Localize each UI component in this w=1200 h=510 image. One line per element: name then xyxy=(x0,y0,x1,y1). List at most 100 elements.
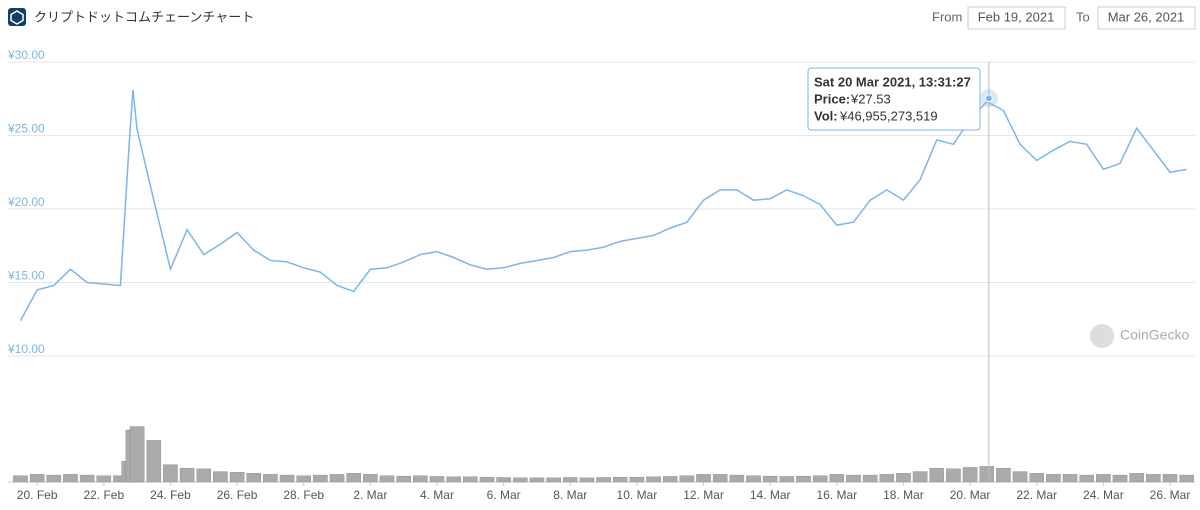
tooltip-vol-label: Vol: xyxy=(814,108,838,123)
to-value[interactable]: Mar 26, 2021 xyxy=(1108,9,1185,24)
volume-bar xyxy=(296,475,311,483)
x-tick-label: 6. Mar xyxy=(487,488,521,502)
volume-bar xyxy=(46,474,62,483)
x-tick-label: 20. Feb xyxy=(17,488,58,502)
volume-bar xyxy=(379,475,395,483)
volume-bar xyxy=(679,475,695,483)
volume-bar xyxy=(929,467,945,483)
volume-bar xyxy=(879,474,895,483)
volume-bar xyxy=(479,476,495,483)
volume-bar xyxy=(446,476,461,483)
x-tick-label: 18. Mar xyxy=(883,488,924,502)
tooltip-price-label: Price: xyxy=(814,91,850,106)
volume-bar xyxy=(746,475,761,483)
volume-bar xyxy=(96,475,112,483)
price-line xyxy=(19,89,1187,322)
hover-point xyxy=(984,94,993,103)
x-tick-label: 16. Mar xyxy=(816,488,857,502)
volume-bar xyxy=(396,475,411,483)
volume-bar xyxy=(1096,474,1111,483)
volume-bar xyxy=(696,474,711,483)
volume-bar xyxy=(946,468,961,483)
volume-bar xyxy=(596,477,611,483)
y-tick-label: ¥15.00 xyxy=(7,269,45,283)
volume-bar xyxy=(762,475,778,483)
tooltip-vol: ¥46,955,273,519 xyxy=(839,108,938,123)
volume-bar xyxy=(129,426,145,483)
x-tick-label: 24. Mar xyxy=(1083,488,1124,502)
volume-bar xyxy=(513,477,528,483)
volume-bar xyxy=(1062,474,1078,483)
title: クリプトドットコムチェーンチャート xyxy=(34,9,254,24)
tooltip: Sat 20 Mar 2021, 13:31:27 Price: ¥27.53 Vol… xyxy=(807,67,981,131)
volume-bar xyxy=(779,476,795,483)
volume-bar xyxy=(912,471,928,483)
volume-bar xyxy=(229,472,245,483)
x-tick-label: 26. Mar xyxy=(1150,488,1191,502)
plot: ¥30.00 ¥25.00 ¥20.00 ¥15.00 ¥10.00 20. Feb 22.… xyxy=(7,48,1195,502)
volume-bar xyxy=(862,474,878,483)
volume-bar xyxy=(629,476,645,483)
volume-bar xyxy=(796,475,811,483)
volume-bar xyxy=(13,475,28,483)
volume-bar xyxy=(213,471,228,483)
volume-bar xyxy=(196,468,212,483)
volume-bar xyxy=(846,474,861,483)
x-tick-label: 4. Mar xyxy=(420,488,454,502)
x-tick-label: 24. Feb xyxy=(150,488,191,502)
watermark: CoinGecko xyxy=(1090,324,1189,348)
volume-bar xyxy=(1179,474,1194,483)
volume-bar xyxy=(246,473,262,483)
tooltip-date: Sat 20 Mar 2021, 13:31:27 xyxy=(814,74,971,89)
volume-bar xyxy=(896,473,911,483)
volume-bar xyxy=(1112,474,1128,483)
volume-bar xyxy=(363,474,378,483)
to-label: To xyxy=(1076,9,1090,24)
y-tick-label: ¥25.00 xyxy=(7,122,45,136)
volume-bar xyxy=(413,475,428,483)
volume-bar xyxy=(529,477,545,483)
volume-bar xyxy=(163,464,178,483)
volume-bar xyxy=(496,477,511,483)
from-value[interactable]: Feb 19, 2021 xyxy=(978,9,1055,24)
to-input[interactable] xyxy=(1097,6,1196,30)
volume-bar xyxy=(646,476,661,483)
volume-bar xyxy=(63,474,78,483)
volume-bar xyxy=(179,467,195,483)
volume-bar xyxy=(146,440,162,483)
y-tick-label: ¥30.00 xyxy=(7,48,45,62)
x-tick-label: 28. Feb xyxy=(283,488,324,502)
x-tick-label: 26. Feb xyxy=(217,488,258,502)
volume-bar xyxy=(996,467,1011,483)
volume-bar xyxy=(263,474,278,483)
volume-bar xyxy=(979,466,995,483)
x-tick-label: 20. Mar xyxy=(950,488,991,502)
volume-bar xyxy=(1012,471,1028,483)
volume-bar xyxy=(346,473,361,483)
volume-bar xyxy=(546,477,561,483)
tooltip-box xyxy=(807,67,981,131)
x-tick-label: 12. Mar xyxy=(683,488,724,502)
watermark-logo xyxy=(1090,324,1114,348)
volume-bar xyxy=(662,476,678,483)
volume-bar xyxy=(812,475,828,483)
y-tick-label: ¥10.00 xyxy=(7,342,45,356)
volume-bar xyxy=(712,474,728,483)
volume-bar xyxy=(463,476,478,483)
volume-bar xyxy=(313,474,328,483)
x-tick-label: 8. Mar xyxy=(553,488,587,502)
from-input[interactable] xyxy=(967,6,1066,30)
volume-bar xyxy=(1162,474,1178,483)
volume-bar xyxy=(579,477,595,483)
x-tick-label: 10. Mar xyxy=(617,488,658,502)
volume-bar xyxy=(729,474,745,483)
volume-bar xyxy=(329,474,345,483)
watermark-text: CoinGecko xyxy=(1120,327,1189,343)
volume-bar xyxy=(279,474,295,483)
volume-bar xyxy=(829,474,845,483)
volume-bar xyxy=(562,477,578,483)
volume-bar xyxy=(1046,474,1061,483)
from-label: From xyxy=(932,9,962,24)
x-tick-label: 14. Mar xyxy=(750,488,791,502)
